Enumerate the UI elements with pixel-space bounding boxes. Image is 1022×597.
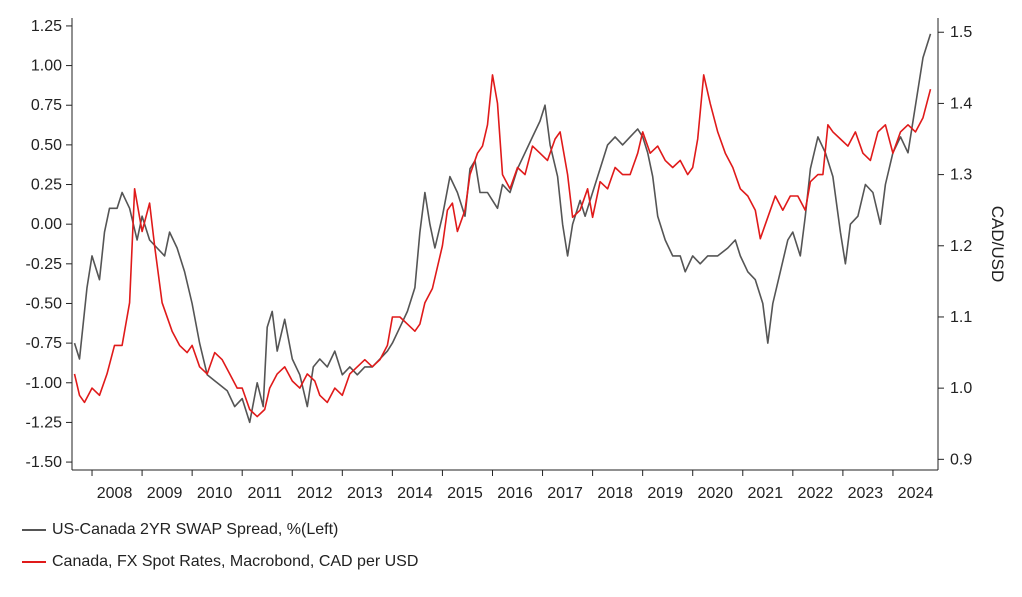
left-tick-label: -1.50	[26, 454, 63, 471]
right-tick-label: 0.9	[950, 451, 972, 468]
right-axis-label: CAD/USD	[988, 206, 1007, 283]
x-tick-label: 2018	[597, 485, 633, 502]
right-tick-label: 1.3	[950, 167, 972, 184]
left-tick-label: 1.00	[31, 58, 62, 75]
x-tick-label: 2017	[547, 485, 583, 502]
series-line-spread	[73, 33, 932, 424]
x-tick-label: 2011	[248, 485, 283, 502]
right-tick-label: 1.4	[950, 95, 972, 112]
x-tick-label: 2013	[347, 485, 383, 502]
left-tick-label: 0.50	[31, 137, 62, 154]
legend-item-spread: US-Canada 2YR SWAP Spread, %(Left)	[22, 521, 338, 539]
axes: -1.50 -1.25 -1.00 -0.75 -0.50 -0.25 0.00 0.25 0.…	[26, 18, 973, 502]
legend-swatch-fx	[22, 561, 46, 563]
x-tick-label: 2014	[397, 485, 433, 502]
legend-item-fx: Canada, FX Spot Rates, Macrobond, CAD pe…	[22, 553, 418, 571]
x-tick-label: 2009	[147, 485, 183, 502]
legend-label-spread: US-Canada 2YR SWAP Spread, %(Left)	[52, 521, 339, 538]
x-tick-label: 2010	[197, 485, 233, 502]
left-tick-label: -0.50	[26, 295, 63, 312]
left-tick-label: -0.75	[26, 335, 63, 352]
x-tick-label: 2023	[848, 485, 884, 502]
series-line-fx	[73, 74, 932, 418]
x-tick-label: 2008	[97, 485, 133, 502]
x-tick-label: 2012	[297, 485, 333, 502]
x-tick-label: 2019	[647, 485, 683, 502]
x-tick-label: 2020	[697, 485, 733, 502]
right-tick-label: 1.5	[950, 24, 972, 41]
series-layer	[73, 33, 932, 424]
right-tick-label: 1.2	[950, 238, 972, 255]
x-tick-label: 2015	[447, 485, 483, 502]
legend-label-fx: Canada, FX Spot Rates, Macrobond, CAD pe…	[52, 553, 419, 570]
legend-swatch-spread	[22, 529, 46, 531]
x-tick-label: 2021	[748, 485, 784, 502]
x-tick-label: 2016	[497, 485, 533, 502]
left-tick-label: -1.25	[26, 414, 63, 431]
left-tick-label: 0.25	[31, 177, 62, 194]
left-tick-label: 0.00	[31, 216, 62, 233]
left-tick-label: -0.25	[26, 256, 63, 273]
x-tick-label: 2024	[898, 485, 934, 502]
x-tick-label: 2022	[798, 485, 834, 502]
left-tick-label: 0.75	[31, 97, 62, 114]
left-tick-label: -1.00	[26, 375, 63, 392]
left-tick-label: 1.25	[31, 18, 62, 35]
right-tick-label: 1.0	[950, 380, 972, 397]
right-tick-label: 1.1	[950, 309, 972, 326]
